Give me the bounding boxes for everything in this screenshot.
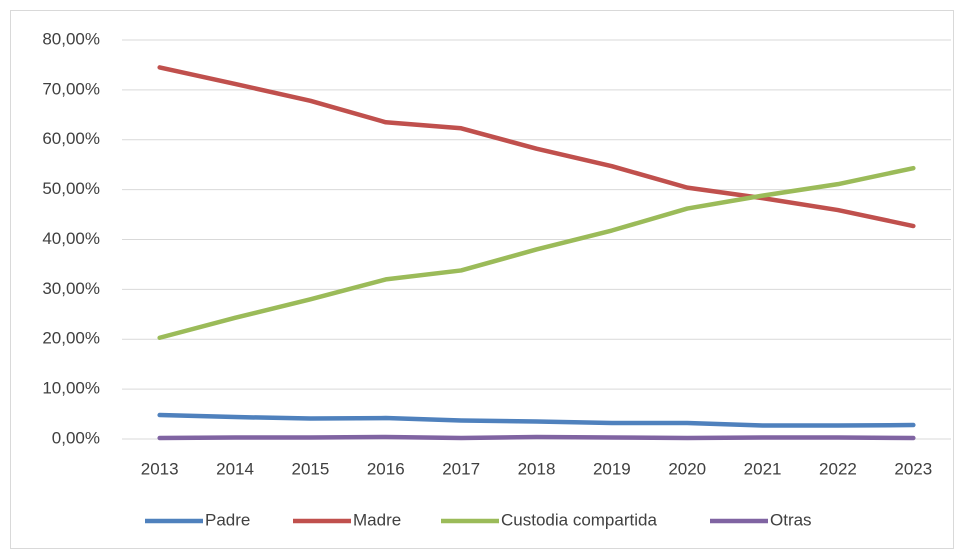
x-tick-label: 2018 bbox=[518, 459, 556, 478]
x-tick-label: 2020 bbox=[668, 459, 706, 478]
x-tick-label: 2014 bbox=[216, 459, 254, 478]
series-line bbox=[157, 165, 916, 341]
series-line bbox=[157, 434, 916, 441]
y-tick-label: 10,00% bbox=[42, 379, 100, 398]
x-tick-label: 2023 bbox=[894, 459, 932, 478]
legend-label: Otras bbox=[770, 510, 812, 529]
series-line bbox=[157, 412, 916, 428]
y-tick-label: 60,00% bbox=[42, 129, 100, 148]
legend-label: Custodia compartida bbox=[501, 510, 657, 529]
y-tick-label: 50,00% bbox=[42, 179, 100, 198]
x-tick-label: 2013 bbox=[141, 459, 179, 478]
x-tick-label: 2015 bbox=[291, 459, 329, 478]
x-tick-label: 2021 bbox=[744, 459, 782, 478]
x-tick-label: 2017 bbox=[442, 459, 480, 478]
x-tick-label: 2019 bbox=[593, 459, 631, 478]
y-tick-label: 40,00% bbox=[42, 229, 100, 248]
y-tick-label: 20,00% bbox=[42, 329, 100, 348]
x-tick-label: 2016 bbox=[367, 459, 405, 478]
legend-label: Padre bbox=[205, 510, 250, 529]
y-tick-label: 30,00% bbox=[42, 279, 100, 298]
series-line bbox=[157, 65, 916, 229]
y-tick-label: 0,00% bbox=[52, 428, 100, 447]
y-tick-label: 70,00% bbox=[42, 79, 100, 98]
y-tick-label: 80,00% bbox=[42, 29, 100, 48]
x-tick-label: 2022 bbox=[819, 459, 857, 478]
chart-border bbox=[10, 10, 954, 549]
legend-label: Madre bbox=[353, 510, 401, 529]
